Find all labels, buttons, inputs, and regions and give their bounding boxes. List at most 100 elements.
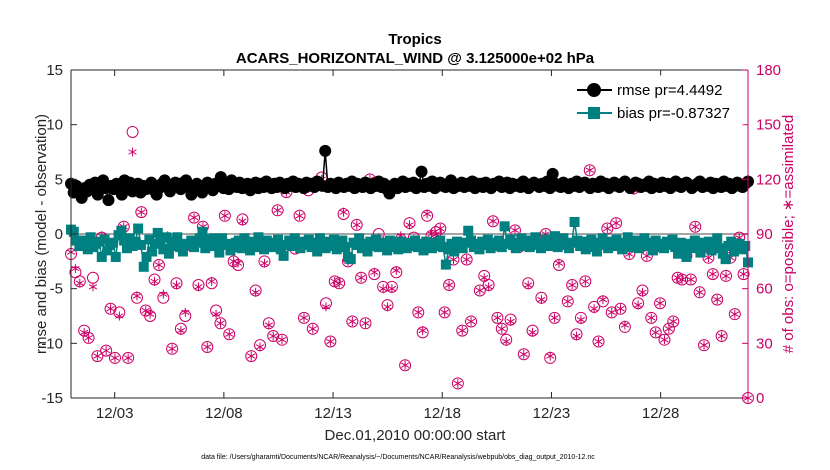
assimilated-obs-point (216, 318, 225, 328)
bias-point (368, 241, 379, 252)
possible-obs-point (583, 164, 596, 177)
bias-point (494, 235, 505, 246)
bias-point (239, 233, 250, 244)
bias-point (200, 243, 211, 254)
bias-point (155, 237, 166, 248)
bias-point (211, 237, 222, 248)
bias-point (273, 234, 284, 245)
assimilated-obs-point (115, 311, 124, 321)
bias-point (289, 233, 300, 244)
x-axis-ticks: 12/03 12/08 12/13 12/18 12/23 12/28 (96, 70, 679, 422)
bias-point (547, 236, 558, 247)
bias-point (703, 236, 714, 247)
possible-obs-point (152, 258, 165, 271)
bias-point (287, 241, 298, 252)
bias-point (580, 244, 591, 255)
assimilated-obs-point (167, 344, 177, 354)
bias-point (135, 239, 146, 250)
bias-point (466, 235, 477, 246)
bias-point (636, 238, 647, 249)
assimilated-obs-point (172, 280, 181, 290)
assimilated-obs-point (647, 313, 656, 323)
bias-point (681, 251, 692, 262)
assimilated-obs-point (589, 304, 599, 314)
bias-point (259, 244, 270, 255)
assimilated-obs-point (352, 220, 361, 230)
assimilated-obs-point (444, 280, 454, 290)
bias-point (147, 246, 158, 257)
bias-point (102, 245, 113, 256)
possible-obs-point (245, 350, 258, 363)
bias-point (463, 225, 474, 236)
assimilated-obs-point (598, 295, 608, 305)
bias-point (541, 234, 552, 245)
possible-obs-point (487, 215, 500, 228)
bias-point (247, 236, 258, 247)
assimilated-obs-point (422, 209, 432, 219)
assimilated-obs-point (506, 316, 515, 326)
bias-point (549, 231, 560, 242)
bias-point (440, 259, 451, 270)
assimilated-obs-point (71, 264, 80, 274)
possible-obs-point (271, 204, 284, 217)
assimilated-obs-point (189, 213, 199, 223)
assimilated-obs-point (392, 265, 401, 275)
assimilated-obs-point (269, 331, 278, 341)
bias-point (577, 236, 588, 247)
bias-point (222, 238, 233, 249)
bias-point (197, 226, 208, 237)
chart-title: Tropics (388, 31, 441, 48)
bias-point (326, 241, 337, 252)
possible-obs-point (346, 315, 359, 328)
bias-point (471, 238, 482, 249)
legend-box (573, 75, 745, 125)
bias-point (68, 226, 79, 237)
assimilated-obs-point (299, 313, 309, 323)
bias-point (435, 235, 446, 246)
bias-point (460, 237, 471, 248)
assimilated-obs-point (550, 313, 559, 323)
bias-point (701, 242, 712, 253)
assimilated-obs-point (102, 346, 111, 356)
assimilated-obs-point (348, 316, 357, 326)
possible-obs-point (456, 324, 469, 337)
bias-point (449, 246, 460, 257)
assimilated-obs-point (400, 360, 410, 370)
possible-obs-point (473, 284, 486, 297)
assimilated-obs-point (378, 284, 388, 294)
possible-obs-point (412, 306, 425, 319)
assimilated-obs-point (524, 280, 533, 290)
assimilated-obs-point (159, 289, 168, 299)
bias-point (345, 254, 356, 265)
bias-point (617, 244, 628, 255)
bias-point (631, 235, 642, 246)
bias-point (295, 243, 306, 254)
bias-point (510, 243, 521, 254)
possible-obs-point (728, 308, 741, 321)
assimilated-obs-point (176, 326, 186, 336)
right-tick-label: 60 (756, 281, 773, 298)
x-tick-label: 12/08 (205, 405, 243, 422)
assimilated-obs-point (620, 320, 630, 330)
possible-obs-point (166, 342, 179, 355)
assimilated-obs-point (132, 291, 142, 301)
bias-point (535, 243, 546, 254)
bias-point (499, 221, 510, 232)
assimilated-obs-point (233, 258, 243, 268)
assimilated-obs-point (124, 353, 133, 363)
bias-point (485, 243, 496, 254)
assimilated-obs-point (568, 280, 577, 290)
possible-obs-point (91, 350, 104, 363)
rmse-point (115, 188, 128, 201)
right-tick-label: 120 (756, 171, 781, 188)
bias-point (706, 245, 717, 256)
bias-point (687, 243, 698, 254)
possible-obs-point (350, 218, 363, 231)
possible-obs-point (276, 333, 289, 346)
assimilated-obs-point (154, 260, 164, 270)
assimilated-obs-point (211, 309, 221, 319)
bias-point (664, 239, 675, 250)
assimilated-obs-point (475, 285, 484, 295)
left-tick-label: 10 (46, 117, 63, 134)
bias-point (647, 245, 658, 256)
